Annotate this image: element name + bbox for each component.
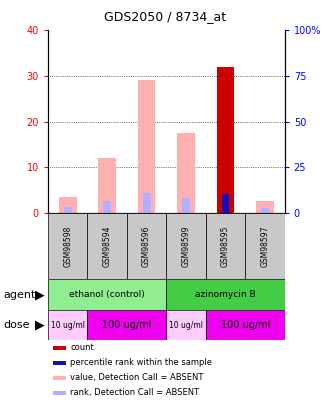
Bar <box>143 194 151 213</box>
Bar <box>59 197 76 213</box>
Bar <box>166 279 285 310</box>
Text: percentile rank within the sample: percentile rank within the sample <box>71 358 213 367</box>
Bar <box>221 194 229 213</box>
Text: ▶: ▶ <box>35 288 45 301</box>
Text: GSM98598: GSM98598 <box>63 225 72 267</box>
Text: value, Detection Call = ABSENT: value, Detection Call = ABSENT <box>71 373 204 382</box>
Text: azinomycin B: azinomycin B <box>195 290 256 299</box>
Text: GDS2050 / 8734_at: GDS2050 / 8734_at <box>105 10 226 23</box>
Bar <box>53 391 66 395</box>
Text: agent: agent <box>3 290 36 300</box>
Text: 10 ug/ml: 10 ug/ml <box>169 320 203 330</box>
Bar <box>87 310 166 340</box>
Bar <box>98 158 116 213</box>
Bar <box>53 360 66 365</box>
Bar <box>177 133 195 213</box>
Text: GSM98595: GSM98595 <box>221 225 230 267</box>
Text: ethanol (control): ethanol (control) <box>69 290 145 299</box>
Text: rank, Detection Call = ABSENT: rank, Detection Call = ABSENT <box>71 388 200 397</box>
Bar <box>64 207 71 213</box>
Text: ▶: ▶ <box>35 318 45 332</box>
Bar <box>166 310 206 340</box>
Bar <box>216 67 234 213</box>
Bar <box>206 213 245 279</box>
Bar <box>261 208 269 213</box>
Text: 10 ug/ml: 10 ug/ml <box>51 320 85 330</box>
Bar <box>127 213 166 279</box>
Text: GSM98599: GSM98599 <box>181 225 191 267</box>
Text: dose: dose <box>3 320 30 330</box>
Bar <box>206 310 285 340</box>
Bar <box>48 213 87 279</box>
Bar <box>166 213 206 279</box>
Text: GSM98594: GSM98594 <box>103 225 112 267</box>
Bar <box>48 279 166 310</box>
Text: count: count <box>71 343 94 352</box>
Text: 100 ug/ml: 100 ug/ml <box>220 320 270 330</box>
Bar <box>256 201 274 213</box>
Bar <box>53 376 66 380</box>
Bar <box>48 310 87 340</box>
Bar <box>53 345 66 350</box>
Bar <box>103 201 111 213</box>
Text: GSM98597: GSM98597 <box>260 225 269 267</box>
Bar <box>138 81 156 213</box>
Bar <box>182 198 190 213</box>
Bar <box>245 213 285 279</box>
Bar <box>87 213 127 279</box>
Text: GSM98596: GSM98596 <box>142 225 151 267</box>
Text: 100 ug/ml: 100 ug/ml <box>102 320 152 330</box>
